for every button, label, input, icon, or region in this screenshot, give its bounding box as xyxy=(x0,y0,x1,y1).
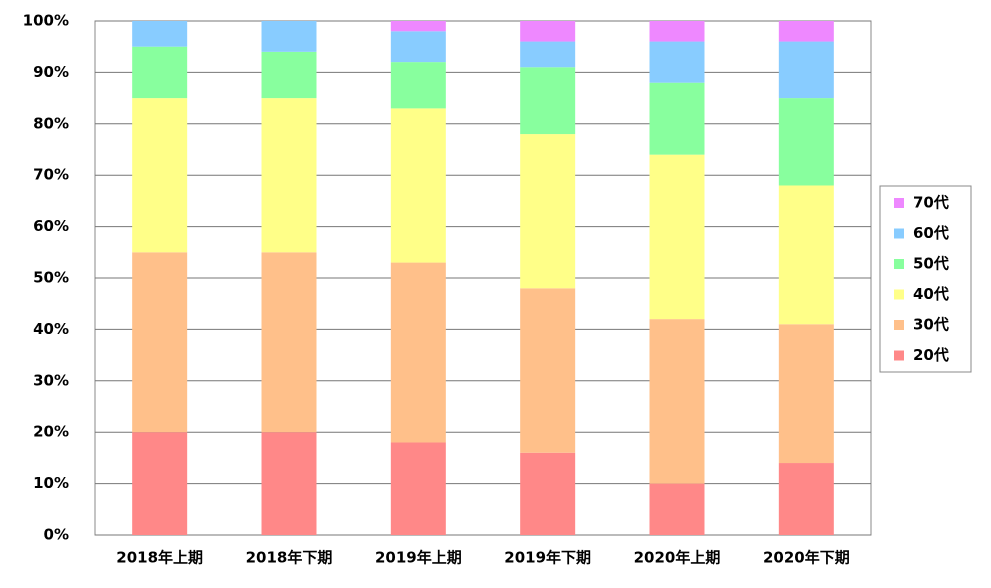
bar-segment xyxy=(261,51,317,99)
x-tick-label: 2019年上期 xyxy=(375,549,462,567)
legend-swatch xyxy=(894,259,904,269)
bar-segment xyxy=(520,41,576,68)
bar-segment xyxy=(649,483,705,535)
bar-segment xyxy=(649,82,705,155)
y-tick-label: 90% xyxy=(33,63,69,81)
y-tick-label: 30% xyxy=(33,371,69,389)
y-tick-label: 10% xyxy=(33,474,69,492)
bar-segment xyxy=(520,134,576,289)
y-tick-label: 50% xyxy=(33,269,69,287)
y-tick-label: 0% xyxy=(44,526,69,544)
bar-segment xyxy=(390,21,446,32)
bar-segment xyxy=(778,463,834,535)
legend-label: 50代 xyxy=(913,255,949,273)
bar-segment xyxy=(520,67,576,135)
x-tick-label: 2020年上期 xyxy=(634,549,721,567)
legend-swatch xyxy=(894,198,904,208)
bar-segment xyxy=(649,319,705,484)
bar-segment xyxy=(390,442,446,535)
bar-segment xyxy=(261,98,317,253)
bar-segment xyxy=(778,41,834,99)
bar-segment xyxy=(520,452,576,535)
bar-segment xyxy=(520,21,576,42)
bar-segment xyxy=(390,31,446,63)
bar-segment xyxy=(390,262,446,443)
y-tick-label: 60% xyxy=(33,217,69,235)
y-tick-label: 20% xyxy=(33,423,69,441)
bar-segment xyxy=(649,154,705,320)
bar-segment xyxy=(132,21,188,47)
legend xyxy=(879,185,972,373)
legend-label: 20代 xyxy=(913,346,949,364)
bar-segment xyxy=(261,252,317,433)
x-tick-label: 2018年下期 xyxy=(246,549,333,567)
bar-segment xyxy=(132,252,188,433)
legend-swatch xyxy=(894,350,904,361)
bar-segment xyxy=(649,21,705,42)
bar-segment xyxy=(132,432,188,535)
legend-swatch xyxy=(894,289,904,300)
bar-segment xyxy=(132,46,188,99)
bar-segment xyxy=(390,62,446,109)
bar-segment xyxy=(649,41,705,83)
y-tick-label: 40% xyxy=(33,320,69,338)
y-tick-label: 100% xyxy=(23,12,69,30)
legend-label: 60代 xyxy=(913,224,949,242)
y-tick-label: 70% xyxy=(33,166,69,184)
x-tick-label: 2018年上期 xyxy=(116,549,203,567)
bar-segment xyxy=(261,21,317,52)
bar-segment xyxy=(261,432,317,535)
bar-segment xyxy=(390,108,446,263)
x-tick-label: 2019年下期 xyxy=(504,549,591,567)
bar-segment xyxy=(778,324,834,464)
bar-segment xyxy=(778,21,834,42)
x-tick-label: 2020年下期 xyxy=(763,549,850,567)
bar-segment xyxy=(132,98,188,253)
legend-label: 40代 xyxy=(913,285,949,303)
legend-swatch xyxy=(894,228,904,239)
bar-segment xyxy=(778,98,834,186)
bar-segment xyxy=(520,288,576,453)
legend-label: 30代 xyxy=(913,316,949,334)
legend-swatch xyxy=(894,320,904,330)
legend-label: 70代 xyxy=(913,194,949,212)
y-tick-label: 80% xyxy=(33,114,69,132)
bar-segment xyxy=(778,185,834,325)
